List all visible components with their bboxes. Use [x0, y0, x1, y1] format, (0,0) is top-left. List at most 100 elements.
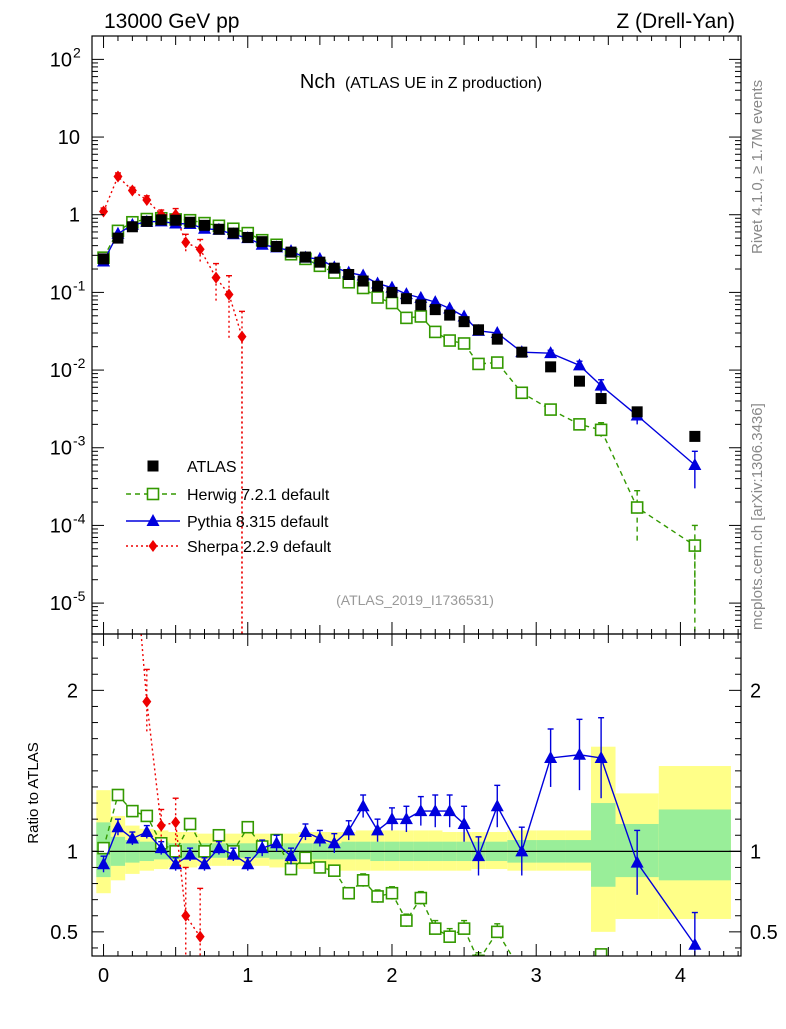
ratio-pythia-point: [472, 849, 486, 862]
top-atlas-point: [170, 214, 182, 226]
ratio-xtick-label: 1: [242, 965, 253, 987]
top-atlas-point: [213, 223, 225, 235]
ratio-pythia-point: [688, 937, 702, 950]
top-herwig-point: [594, 423, 608, 437]
title-subtitle: (ATLAS UE in Z production): [345, 75, 542, 92]
ratio-herwig-point: [284, 862, 298, 876]
ratio-herwig-point: [371, 890, 384, 903]
ratio-herwig-point: [198, 845, 211, 858]
ratio-ytick-label-right: 0.5: [750, 922, 778, 944]
top-ytick-label: 10: [50, 49, 72, 71]
top-ytick-exponent: -4: [73, 510, 86, 526]
ratio-pythia-point: [97, 857, 111, 870]
ratio-pythia-point: [515, 844, 529, 857]
ratio-herwig-point: [490, 925, 504, 939]
ratio-sherpa-point: [171, 816, 181, 829]
ratio-ytick-label-left: 1: [67, 841, 78, 863]
top-atlas-point: [415, 299, 427, 311]
ratio-ytick-label-left: 0.5: [50, 922, 78, 944]
top-atlas-point: [141, 215, 153, 227]
top-atlas-point: [491, 333, 503, 345]
top-pythia-point: [572, 358, 586, 371]
top-ytick-exponent: -1: [73, 277, 86, 293]
ratio-pythia-point: [327, 836, 341, 849]
top-herwig-point: [472, 357, 485, 371]
top-ytick-exponent: 2: [73, 44, 81, 60]
ratio-pythia-point: [241, 857, 255, 870]
top-ytick-label: 10: [50, 282, 72, 304]
top-atlas-point: [227, 227, 239, 239]
legend-label: Sherpa 2.2.9 default: [187, 539, 332, 556]
top-atlas-point: [444, 309, 456, 321]
ratio-pythia-point: [457, 816, 471, 829]
header-right-label: Z (Drell-Yan): [616, 10, 735, 33]
ratio-herwig-point: [516, 967, 527, 978]
ratio-pythia-line: [102, 754, 696, 946]
top-sherpa-point: [224, 288, 234, 301]
band-inner-segment: [341, 841, 356, 860]
top-sherpa-point: [181, 236, 191, 249]
top-ytick-label: 1: [69, 205, 80, 227]
legend-label: ATLAS: [187, 459, 237, 476]
ratio-pythia-point: [197, 857, 211, 870]
top-atlas-point: [343, 269, 355, 281]
ratio-pythia-point: [154, 841, 168, 854]
top-herwig-point: [400, 311, 413, 325]
ratio-sherpa-point: [142, 695, 152, 708]
top-atlas-point: [112, 232, 124, 244]
top-atlas-point: [357, 275, 369, 287]
ratio-pythia-point: [226, 847, 240, 860]
top-herwig-point: [630, 501, 644, 514]
top-sherpa-point: [142, 193, 152, 206]
ratio-ytick-label-right: 1: [750, 841, 761, 863]
ratio-herwig-point: [428, 922, 442, 935]
top-ytick-label: 10: [50, 593, 72, 615]
top-sherpa-point: [113, 170, 123, 183]
top-atlas-point: [473, 324, 485, 336]
ratio-pythia-point: [313, 831, 327, 844]
ratio-pythia-point: [572, 747, 586, 760]
ratio-xtick-label: 3: [531, 965, 542, 987]
ratio-pythia-point: [630, 855, 644, 868]
top-atlas-point: [242, 231, 254, 243]
header-left-label: 13000 GeV pp: [104, 10, 239, 33]
top-pythia-point: [594, 378, 608, 391]
top-atlas-point: [372, 280, 384, 292]
top-sherpa-point: [211, 271, 221, 284]
ratio-pythia-point: [414, 804, 428, 817]
ratio-pythia-point: [385, 812, 399, 825]
top-atlas-point: [98, 253, 110, 265]
ratio-ytick-label-right: 2: [750, 680, 761, 702]
title-main: Nch: [300, 71, 336, 93]
top-herwig-point: [457, 337, 471, 350]
ratio-pythia-point: [125, 831, 139, 844]
ratio-sherpa-point: [181, 909, 191, 922]
band-inner-segment: [355, 841, 371, 860]
top-atlas-point: [595, 393, 607, 405]
ratio-pythia-point: [183, 847, 197, 860]
ratio-herwig-point: [299, 851, 312, 865]
ratio-herwig-point: [140, 809, 154, 823]
ratio-herwig-point: [342, 886, 356, 900]
ratio-herwig-point: [574, 975, 585, 986]
top-herwig-point: [515, 386, 529, 400]
ratio-pythia-point: [544, 750, 558, 763]
top-pythia-point: [544, 346, 558, 359]
top-pythia-point: [428, 295, 442, 308]
legend-marker: [148, 540, 158, 552]
top-atlas-point: [516, 346, 528, 358]
ratio-herwig-point: [126, 804, 139, 818]
legend-label: Herwig 7.2.1 default: [187, 487, 330, 504]
top-atlas-point: [314, 256, 326, 268]
ratio-sherpa-point: [195, 930, 205, 943]
top-atlas-point: [631, 406, 643, 418]
ratio-sherpa-point: [156, 819, 166, 832]
legend-marker: [146, 487, 160, 501]
ratio-pythia-point: [270, 836, 284, 849]
main-plot-title: Nch (ATLAS UE in Z production): [300, 71, 542, 93]
ratio-pythia-point: [284, 849, 298, 862]
band-inner-segment: [591, 803, 616, 887]
analysis-watermark: (ATLAS_2019_I1736531): [336, 592, 494, 608]
